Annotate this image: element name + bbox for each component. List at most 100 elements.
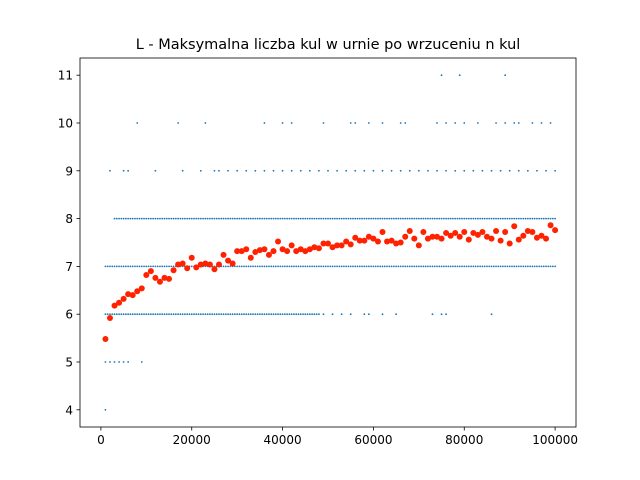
y-tick-label: 11 xyxy=(58,69,73,83)
sample-point xyxy=(445,122,447,124)
sample-point xyxy=(345,265,348,268)
sample-point xyxy=(145,313,148,316)
sample-point xyxy=(318,313,320,316)
sample-point xyxy=(379,265,382,268)
sample-point xyxy=(227,169,229,172)
sample-point xyxy=(381,265,384,268)
sample-point xyxy=(131,265,134,268)
sample-point xyxy=(529,217,532,220)
sample-point xyxy=(268,265,270,268)
sample-point xyxy=(165,265,168,268)
sample-point xyxy=(372,217,375,220)
sample-point xyxy=(179,313,182,316)
sample-point xyxy=(277,265,279,268)
sample-point xyxy=(331,313,334,316)
mean-point xyxy=(252,249,259,256)
sample-point xyxy=(329,265,332,268)
sample-point xyxy=(367,217,370,220)
sample-point xyxy=(540,217,543,220)
sample-point xyxy=(122,169,125,172)
sample-point xyxy=(404,265,407,268)
sample-point xyxy=(209,313,211,316)
sample-point xyxy=(417,265,420,268)
sample-point xyxy=(286,313,289,316)
sample-point xyxy=(545,217,547,220)
mean-point xyxy=(547,222,554,229)
sample-point xyxy=(293,265,295,268)
sample-point xyxy=(545,169,547,172)
sample-point xyxy=(295,217,298,220)
sample-point xyxy=(349,122,352,124)
sample-point xyxy=(213,313,216,316)
sample-point xyxy=(149,313,152,316)
sample-point xyxy=(281,169,284,172)
sample-point xyxy=(483,265,486,268)
sample-point xyxy=(540,265,543,268)
sample-point xyxy=(215,313,218,316)
sample-point xyxy=(240,217,243,220)
sample-point xyxy=(386,265,388,268)
sample-point xyxy=(490,313,493,316)
sample-point xyxy=(220,217,223,220)
sample-point xyxy=(499,265,502,268)
sample-point xyxy=(308,265,311,268)
sample-point xyxy=(249,217,252,220)
sample-point xyxy=(113,217,116,220)
sample-point xyxy=(456,265,459,268)
sample-point xyxy=(463,122,466,124)
sample-point xyxy=(274,217,277,220)
sample-point xyxy=(345,217,348,220)
sample-point xyxy=(154,313,157,316)
mean-point xyxy=(106,315,113,322)
sample-point xyxy=(229,313,232,316)
mean-point xyxy=(197,261,204,268)
sample-point xyxy=(279,217,282,220)
sample-point xyxy=(481,265,484,268)
sample-point xyxy=(293,313,295,316)
sample-point xyxy=(227,265,229,268)
sample-point xyxy=(143,217,145,220)
sample-point xyxy=(506,265,509,268)
sample-point xyxy=(184,313,186,316)
sample-point xyxy=(218,313,220,316)
sample-point xyxy=(336,169,338,172)
sample-point xyxy=(199,313,202,316)
sample-point xyxy=(427,169,429,172)
sample-point xyxy=(159,217,161,220)
mean-point xyxy=(129,292,136,299)
sample-point xyxy=(445,169,447,172)
sample-point xyxy=(181,169,184,172)
sample-point xyxy=(243,217,245,220)
sample-point xyxy=(454,217,457,220)
sample-point xyxy=(313,313,316,316)
sample-point xyxy=(129,265,132,268)
mean-point xyxy=(434,233,441,240)
sample-point xyxy=(152,313,155,316)
sample-point xyxy=(461,265,463,268)
mean-point xyxy=(379,228,386,235)
sample-point xyxy=(315,265,318,268)
sample-point xyxy=(497,217,500,220)
mean-point xyxy=(420,228,427,235)
mean-point xyxy=(147,268,154,275)
sample-point xyxy=(492,217,495,220)
sample-point xyxy=(304,313,307,316)
sample-point xyxy=(388,265,391,268)
sample-point xyxy=(354,265,357,268)
sample-point xyxy=(395,217,398,220)
sample-point xyxy=(470,217,472,220)
mean-point xyxy=(329,244,336,251)
sample-point xyxy=(204,122,207,124)
sample-point xyxy=(465,217,468,220)
sample-point xyxy=(272,313,275,316)
mean-point xyxy=(143,272,150,279)
sample-point xyxy=(268,313,270,316)
sample-point xyxy=(474,265,477,268)
sample-point xyxy=(336,265,338,268)
sample-point xyxy=(172,313,175,316)
sample-point xyxy=(134,313,136,316)
sample-point xyxy=(159,313,161,316)
sample-point xyxy=(399,169,402,172)
sample-point xyxy=(463,217,466,220)
sample-point xyxy=(467,265,470,268)
